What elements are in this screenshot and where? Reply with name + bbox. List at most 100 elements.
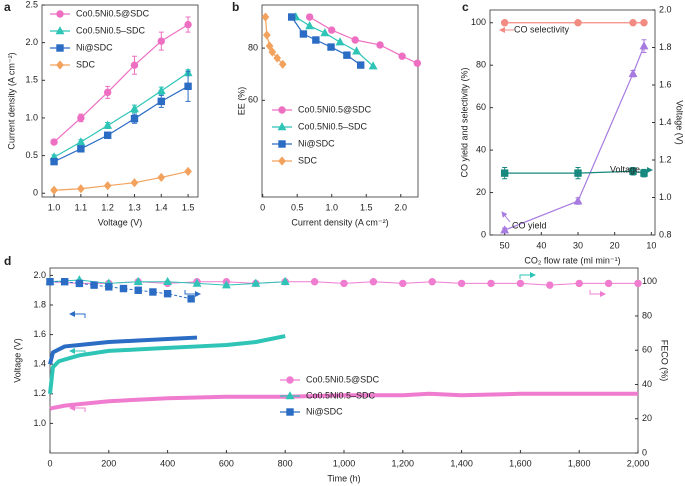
marker bbox=[130, 114, 139, 123]
y-tick-label: 2.5 bbox=[25, 0, 38, 9]
panel-label: c bbox=[462, 0, 469, 14]
plot-frame bbox=[489, 9, 656, 236]
x-tick-label: 1.5 bbox=[360, 202, 373, 212]
plot-frame bbox=[49, 267, 639, 454]
x-tick-label: 200 bbox=[101, 458, 116, 468]
marker bbox=[351, 36, 359, 44]
y2-tick-label: 0 bbox=[642, 447, 647, 457]
marker bbox=[103, 120, 113, 129]
marker bbox=[399, 279, 407, 288]
x-tick-label: 1.4 bbox=[155, 202, 168, 212]
marker bbox=[487, 279, 495, 288]
x-axis-label: Current density (A cm⁻²) bbox=[291, 217, 388, 227]
marker bbox=[221, 280, 231, 289]
marker bbox=[335, 37, 345, 46]
marker bbox=[133, 276, 143, 286]
y2-tick-label: 0.8 bbox=[659, 229, 672, 239]
x-tick-label: 10 bbox=[646, 240, 656, 250]
y-tick-label: 0.5 bbox=[25, 150, 38, 160]
marker bbox=[149, 288, 157, 296]
marker bbox=[629, 167, 637, 175]
marker bbox=[50, 157, 58, 166]
marker bbox=[163, 289, 172, 298]
y2-tick-label: 1.2 bbox=[659, 154, 672, 164]
x-tick-label: 1,600 bbox=[509, 458, 532, 468]
marker bbox=[56, 60, 64, 70]
y-tick-label: 60 bbox=[248, 95, 258, 105]
x-axis-label: Time (h) bbox=[327, 473, 360, 483]
marker bbox=[278, 106, 286, 114]
series-line bbox=[53, 72, 189, 158]
marker bbox=[163, 276, 173, 286]
marker bbox=[285, 391, 295, 400]
y2-tick-label: 20 bbox=[642, 413, 652, 423]
series-line bbox=[53, 24, 189, 143]
x-tick-label: 400 bbox=[160, 458, 175, 468]
marker bbox=[640, 19, 648, 27]
marker bbox=[187, 295, 195, 303]
legend-label: Ni@SDC bbox=[298, 138, 335, 148]
marker bbox=[574, 19, 582, 27]
y2-tick-label: 1.8 bbox=[659, 42, 672, 52]
x-tick-label: 1.0 bbox=[325, 202, 338, 212]
marker bbox=[103, 88, 112, 97]
marker bbox=[376, 41, 384, 49]
y2-tick-label: 80 bbox=[642, 310, 652, 320]
y-tick-label: 1.5 bbox=[25, 75, 38, 85]
panel-label: a bbox=[4, 0, 11, 14]
y2-tick-label: 2.0 bbox=[659, 4, 672, 14]
marker bbox=[634, 279, 642, 288]
marker bbox=[156, 85, 166, 95]
arrow bbox=[501, 211, 511, 223]
y-axis-label: Current density (A cm⁻²) bbox=[6, 52, 16, 149]
marker bbox=[157, 172, 166, 183]
marker bbox=[130, 178, 139, 188]
marker bbox=[574, 169, 582, 177]
marker bbox=[278, 140, 286, 148]
series-line bbox=[504, 170, 645, 174]
y-tick-label: 1.8 bbox=[33, 299, 46, 309]
series-line bbox=[53, 85, 189, 163]
legend-label: Co0.5Ni0.5@SDC bbox=[306, 374, 380, 384]
marker bbox=[278, 156, 286, 166]
marker bbox=[278, 59, 287, 69]
marker bbox=[273, 53, 282, 63]
marker bbox=[265, 41, 274, 51]
marker bbox=[157, 37, 165, 45]
arrow bbox=[69, 311, 86, 318]
y-tick-label: 0 bbox=[481, 229, 486, 239]
fe-line bbox=[50, 281, 192, 300]
marker bbox=[500, 19, 509, 27]
y-axis-label: EE (%) bbox=[236, 87, 246, 116]
marker bbox=[546, 281, 554, 289]
marker bbox=[312, 36, 320, 44]
y2-tick-label: 1.4 bbox=[659, 117, 672, 127]
y-tick-label: 1.6 bbox=[33, 329, 46, 339]
x-tick-label: 1,200 bbox=[392, 458, 415, 468]
x-tick-label: 30 bbox=[573, 240, 583, 250]
marker bbox=[327, 43, 335, 51]
y-tick-label: 2.0 bbox=[25, 37, 38, 47]
marker bbox=[280, 276, 290, 286]
y-tick-label: 2.0 bbox=[33, 270, 46, 280]
marker bbox=[287, 13, 296, 21]
marker bbox=[261, 12, 270, 22]
series-line bbox=[49, 391, 638, 411]
annotation: CO yield bbox=[512, 220, 547, 230]
marker bbox=[369, 278, 378, 286]
marker bbox=[340, 279, 348, 288]
series-line bbox=[48, 334, 286, 395]
marker bbox=[105, 283, 113, 291]
y-tick-label: 80 bbox=[248, 42, 258, 52]
series-line bbox=[504, 45, 645, 231]
annotation: CO selectivity bbox=[514, 24, 570, 34]
marker bbox=[77, 145, 85, 153]
x-tick-label: 2.0 bbox=[394, 202, 407, 212]
marker bbox=[192, 278, 202, 287]
x-tick-label: 800 bbox=[278, 458, 293, 468]
marker bbox=[56, 44, 64, 52]
arrow bbox=[184, 290, 201, 297]
y2-tick-label: 100 bbox=[642, 276, 657, 286]
y2-tick-label: 60 bbox=[642, 345, 652, 355]
